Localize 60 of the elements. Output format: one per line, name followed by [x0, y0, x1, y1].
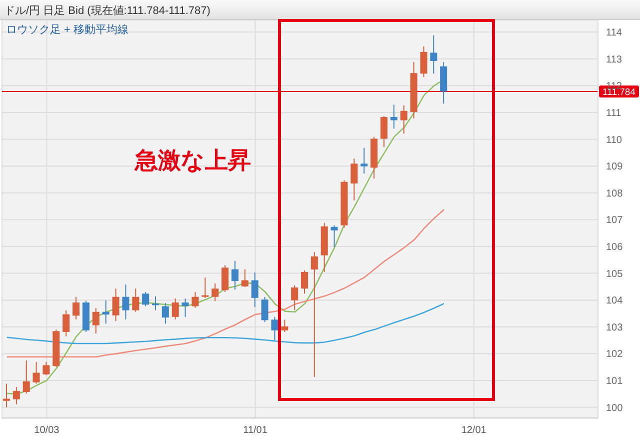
candlestick	[192, 292, 199, 308]
chart-subtitle: ロウソク足 + 移動平均線	[6, 23, 129, 37]
candlestick	[301, 270, 308, 294]
candlestick	[360, 147, 368, 174]
candlestick	[152, 296, 159, 311]
y-tick-label: 107	[606, 215, 624, 226]
x-tick-label: 10/03	[34, 425, 60, 436]
candlestick	[72, 296, 80, 320]
candlestick	[92, 307, 100, 334]
y-tick-label: 105	[606, 268, 624, 280]
candlestick	[132, 288, 140, 312]
candlestick	[122, 284, 130, 320]
candlestick	[12, 386, 20, 405]
y-tick-label: 101	[606, 376, 624, 388]
candlestick	[430, 34, 438, 74]
y-tick-label: 102	[606, 349, 624, 360]
y-tick-label: 106	[606, 242, 624, 254]
candlestick	[32, 361, 40, 384]
candlestick	[261, 296, 268, 323]
candlestick	[271, 316, 278, 341]
candlestick	[162, 302, 169, 324]
line-series	[6, 208, 445, 358]
y-tick-label: 110	[606, 134, 622, 146]
candlestick	[212, 282, 219, 302]
candlestick	[251, 272, 258, 308]
candlestick	[241, 268, 248, 288]
y-tick-label: 109	[606, 162, 624, 173]
candlestick	[400, 104, 408, 134]
candlestick	[112, 288, 120, 322]
candlestick	[142, 292, 150, 307]
y-tick-label: 103	[606, 322, 624, 334]
candlestick	[42, 361, 50, 376]
candlestick	[172, 298, 179, 320]
candlestick	[182, 298, 189, 318]
annotation: 急激な上昇	[135, 147, 251, 173]
candlestick	[281, 319, 288, 332]
candlestick	[390, 104, 398, 130]
candlestick	[22, 360, 30, 394]
candlestick	[420, 46, 428, 78]
candlestick	[330, 224, 338, 248]
y-tick-label: 108	[606, 188, 624, 200]
candlestick	[380, 116, 388, 148]
y-tick-label: 113	[606, 54, 622, 66]
x-tick-label: 11/01	[243, 425, 268, 436]
y-tick-label: 100	[606, 402, 624, 414]
candlestick	[222, 264, 229, 293]
chart-title: ドル/円 日足 Bid (現在値:111.784-111.787)	[4, 4, 210, 18]
line-series	[6, 302, 445, 344]
x-tick-label: 12/01	[461, 425, 487, 436]
candlestick	[102, 300, 110, 324]
candlestick	[62, 310, 70, 337]
y-tick-label: 111	[606, 108, 622, 120]
candlestick	[291, 284, 298, 311]
candlestick	[350, 158, 358, 201]
candlestick	[202, 277, 209, 298]
candlestick	[310, 252, 318, 378]
candlestick	[231, 260, 238, 290]
candlestick	[3, 383, 10, 408]
y-tick-label: 114	[606, 28, 622, 39]
y-tick-label: 104	[606, 296, 624, 307]
